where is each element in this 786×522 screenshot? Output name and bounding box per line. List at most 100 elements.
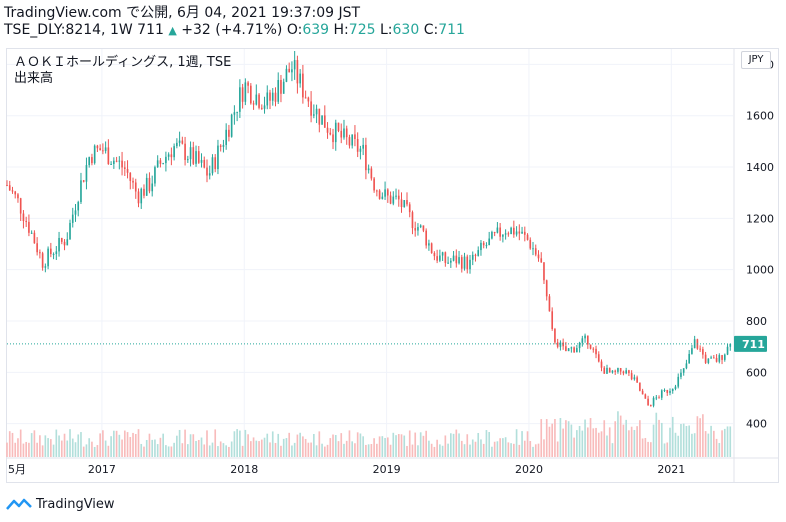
volume-bar <box>77 434 80 457</box>
volume-bar <box>80 432 82 457</box>
volume-bar <box>417 445 419 457</box>
candle-body <box>80 180 82 203</box>
candle-body <box>326 127 329 133</box>
candle-body <box>74 210 77 215</box>
volume-bar <box>414 432 417 457</box>
volume-bar <box>584 419 586 457</box>
candle-body <box>581 338 584 343</box>
volume-bar <box>521 431 523 457</box>
volume-bar <box>395 435 397 457</box>
volume-bar <box>176 435 178 457</box>
candle-body <box>521 231 523 234</box>
candle-body <box>296 60 299 84</box>
candle-body <box>162 163 164 165</box>
volume-bar <box>11 432 14 457</box>
volume-bar <box>345 440 348 457</box>
chart-frame[interactable] <box>6 48 779 483</box>
volume-bar <box>197 439 200 457</box>
candle-body <box>721 355 723 360</box>
candle-body <box>151 183 154 192</box>
volume-bar <box>586 427 589 457</box>
candle-body <box>502 234 504 237</box>
volume-bar <box>69 429 71 457</box>
volume-bar <box>277 433 280 457</box>
candle-body <box>211 157 214 174</box>
volume-bar <box>441 445 444 457</box>
candle-body <box>107 147 110 165</box>
candle-body <box>428 243 430 246</box>
footer-brand[interactable]: TradingView <box>36 496 115 512</box>
volume-bar <box>274 442 277 457</box>
volume-bar <box>271 431 274 457</box>
volume-bar <box>625 419 627 457</box>
volume-bar <box>436 439 438 457</box>
candle-body <box>280 79 282 94</box>
volume-bar <box>91 441 93 457</box>
volume-bar <box>315 445 318 457</box>
candle-body <box>313 114 315 116</box>
candle-body <box>496 227 499 233</box>
volume-bar <box>460 440 463 457</box>
volume-bar <box>386 437 389 457</box>
volume-bar <box>529 441 532 457</box>
volume-bar <box>466 434 469 457</box>
currency-badge[interactable]: JPY <box>741 51 771 69</box>
volume-bar <box>433 446 436 457</box>
volume-bar <box>370 444 373 457</box>
volume-bar <box>8 431 11 457</box>
volume-bar <box>477 432 480 457</box>
candle-body <box>608 367 611 373</box>
candle-body <box>343 128 345 138</box>
volume-bar <box>562 428 564 457</box>
candle-body <box>397 195 400 200</box>
volume-bar <box>611 443 614 457</box>
volume-bar <box>55 429 58 457</box>
candle-body <box>30 232 33 234</box>
candle-body <box>354 134 356 139</box>
candle-body <box>88 157 91 166</box>
volume-bar <box>99 433 101 457</box>
volume-bar <box>113 430 115 457</box>
volume-bar <box>203 444 206 457</box>
volume-bar <box>145 439 148 457</box>
volume-bar <box>515 429 518 457</box>
volume-bar <box>450 433 452 457</box>
volume-bar <box>362 436 364 457</box>
volume-bar <box>471 439 474 457</box>
candle-body <box>252 103 255 105</box>
volume-bar <box>480 439 482 457</box>
candle-body <box>633 377 636 380</box>
candle-body <box>529 239 532 249</box>
volume-label: 出来高 <box>14 71 54 86</box>
volume-bar <box>406 445 408 457</box>
header-ohlc-line: TSE_DLY:8214, 1W 711 ▲ +32 (+4.71%) O:63… <box>4 21 465 40</box>
candle-body <box>384 189 386 197</box>
candle-body <box>91 157 93 164</box>
candle-body <box>55 251 58 255</box>
candle-body <box>422 225 425 231</box>
volume-bar <box>639 420 641 457</box>
candle-body <box>170 154 173 158</box>
volume-bar <box>403 435 406 457</box>
candle-body <box>11 190 14 192</box>
volume-bar <box>633 429 636 457</box>
candle-body <box>44 266 47 268</box>
candle-body <box>671 388 674 392</box>
volume-bar <box>660 422 663 457</box>
volume-bar <box>680 423 682 457</box>
candle-body <box>702 349 704 355</box>
candle-body <box>641 390 644 395</box>
candle-body <box>302 73 304 98</box>
candle-body <box>381 196 384 199</box>
candle-body <box>545 280 548 297</box>
volume-bar <box>513 443 515 457</box>
volume-bar <box>323 446 326 457</box>
candle-body <box>132 180 134 183</box>
volume-bar <box>663 443 666 457</box>
volume-bar <box>397 434 400 457</box>
candle-body <box>663 389 666 391</box>
candle-body <box>266 92 269 106</box>
candle-body <box>126 168 129 173</box>
candle-body <box>567 348 570 352</box>
